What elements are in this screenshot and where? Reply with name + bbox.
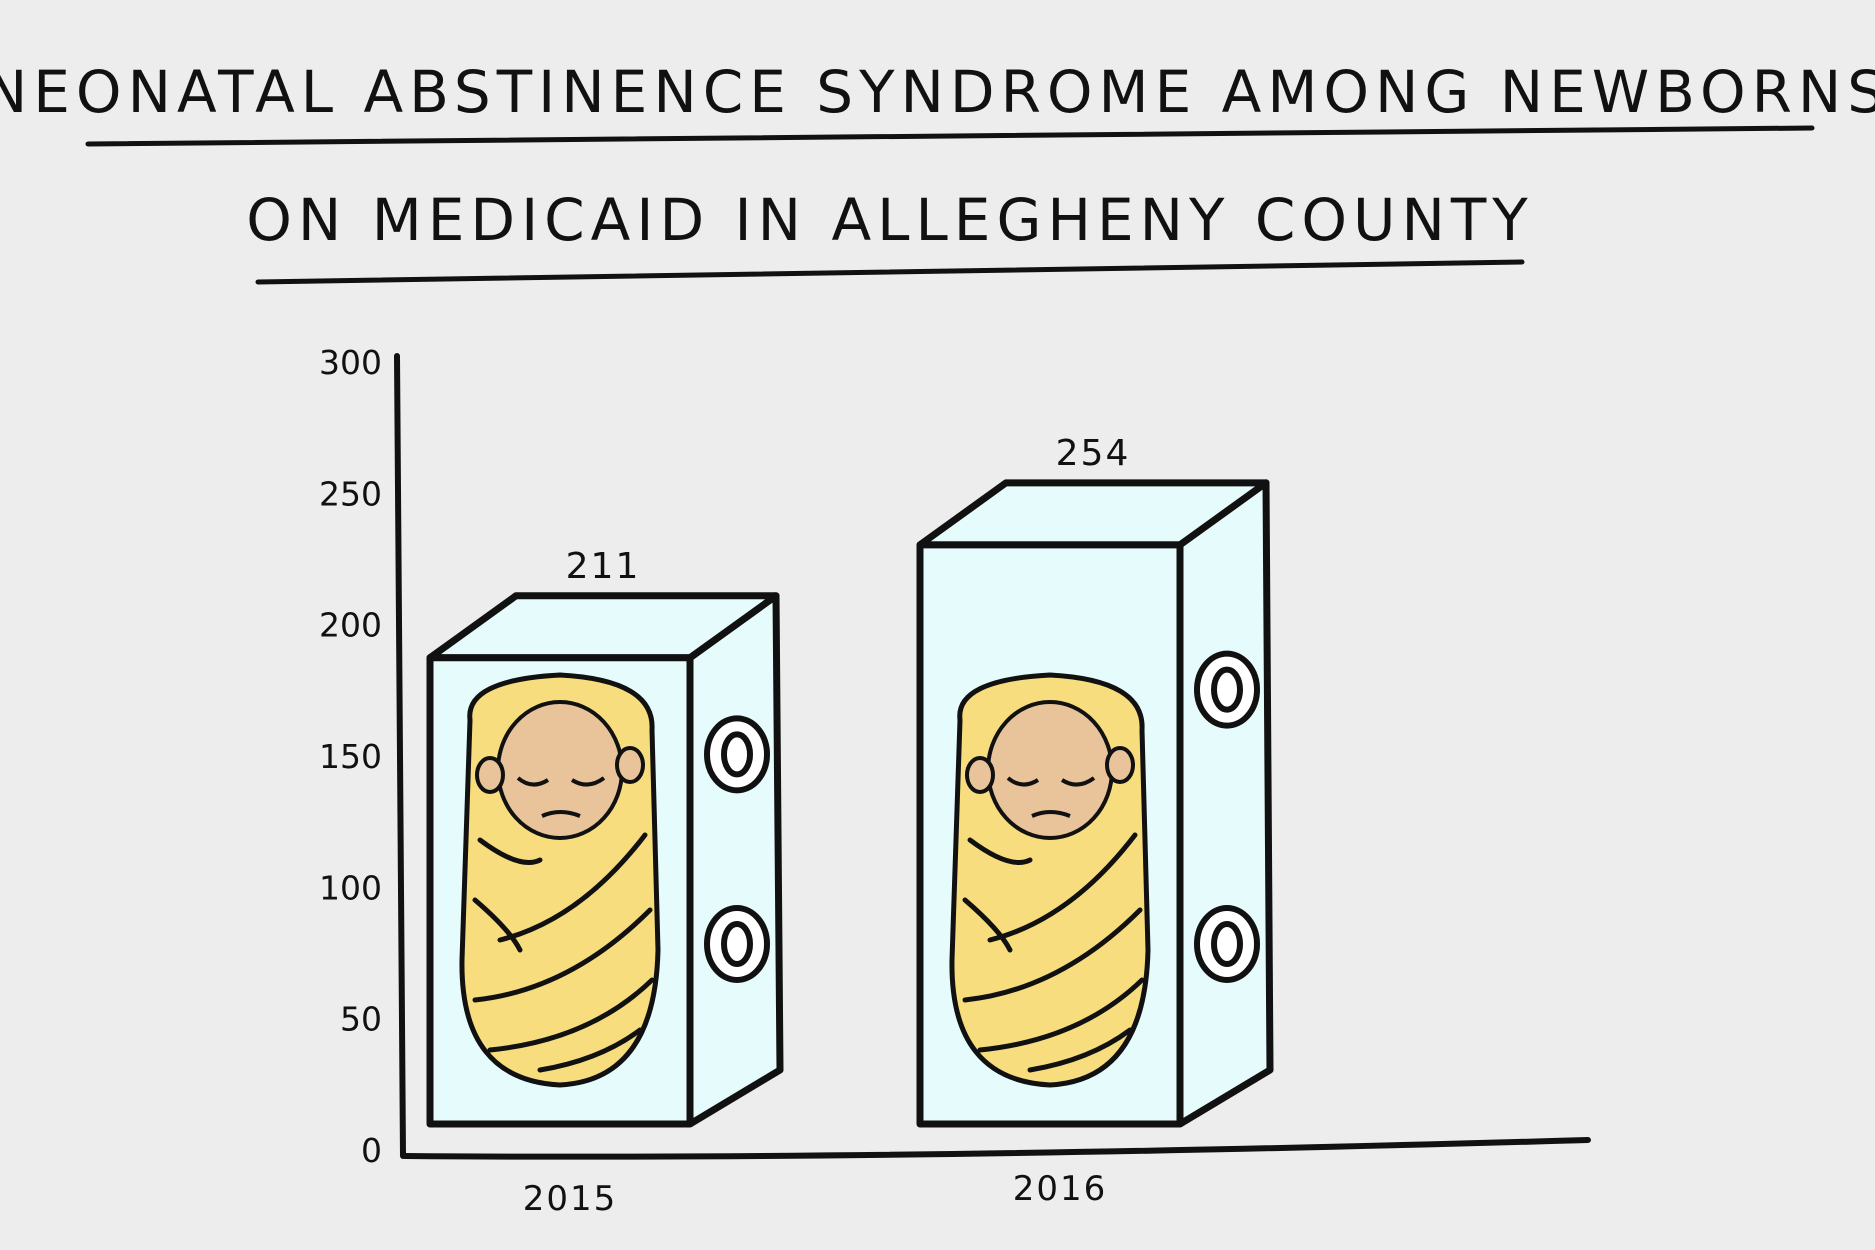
porthole-inner-icon: [721, 921, 753, 967]
swaddled-baby-icon: [949, 672, 1151, 1088]
bar-side-face: [687, 592, 784, 1128]
porthole-inner-icon: [1211, 666, 1243, 713]
y-tick-label: 300: [319, 343, 382, 382]
axes: [394, 353, 1591, 1160]
x-tick-label-2016: 2016: [1013, 1169, 1108, 1209]
y-tick-label: 150: [319, 737, 382, 776]
y-tick-label: 50: [340, 1000, 382, 1039]
title-underline: [85, 125, 1815, 147]
data-labels: 211 254: [566, 433, 1131, 587]
x-axis: [402, 1137, 1591, 1160]
x-tick-label-2015: 2015: [523, 1179, 618, 1219]
data-label-2015: 211: [566, 546, 641, 587]
swaddled-baby-icon: [459, 672, 661, 1088]
bar-2015: [426, 592, 784, 1128]
porthole-icon: [704, 905, 770, 983]
subtitle-underline: [255, 259, 1525, 285]
chart-title-group: NEONATAL ABSTINENCE SYNDROME AMONG NEWBO…: [0, 58, 1875, 285]
bar-2016: [916, 479, 1274, 1128]
bars: [426, 479, 1274, 1128]
y-tick-label: 0: [361, 1131, 382, 1170]
x-tick-labels: 2015 2016: [523, 1169, 1108, 1219]
porthole-icon: [1194, 905, 1260, 983]
porthole-inner-icon: [1211, 921, 1243, 967]
y-tick-labels: 0 50 100 150 200 250 300: [319, 343, 382, 1170]
y-axis: [394, 353, 406, 1159]
y-tick-label: 250: [319, 474, 382, 513]
data-label-2016: 254: [1056, 433, 1131, 474]
porthole-icon: [1194, 650, 1260, 729]
porthole-inner-icon: [721, 731, 753, 778]
chart-title: NEONATAL ABSTINENCE SYNDROME AMONG NEWBO…: [0, 58, 1875, 126]
chart-subtitle: ON MEDICAID IN ALLEGHENY COUNTY: [246, 186, 1534, 254]
porthole-icon: [704, 715, 770, 794]
y-tick-label: 200: [319, 606, 382, 645]
y-tick-label: 100: [319, 868, 382, 907]
bar-side-face: [1177, 479, 1274, 1128]
